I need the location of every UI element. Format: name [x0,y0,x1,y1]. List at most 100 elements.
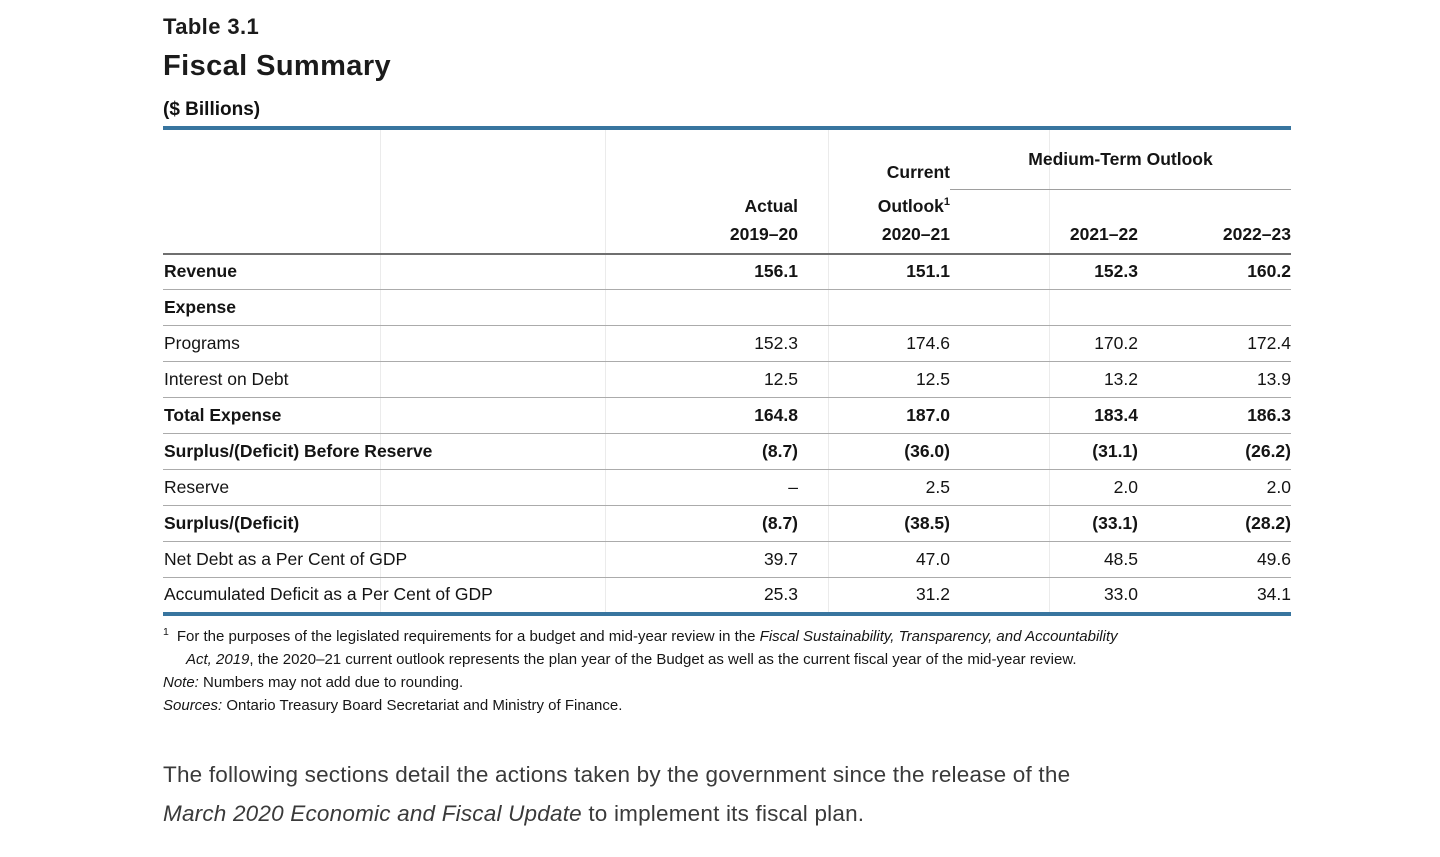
header-spacer [605,128,798,189]
header-actual: Actual [744,195,798,216]
column-guide [380,130,381,612]
cell-value: 47.0 [915,549,950,569]
cell-value: 152.3 [1094,261,1138,282]
table-row: Revenue 156.1 151.1 152.3 160.2 [163,254,1291,290]
cell-value: 164.8 [754,405,798,425]
cell-value: 39.7 [763,549,798,569]
table-row: Accumulated Deficit as a Per Cent of GDP… [163,578,1291,614]
header-spacer [1138,189,1291,217]
cell-value: 31.2 [915,584,950,605]
row-label: Surplus/(Deficit) Before Reserve [164,441,433,461]
footnote-1-line-1: For the purposes of the legislated requi… [177,628,1118,645]
row-label: Total Expense [164,405,282,425]
footnote-ref-superscript: 1 [943,195,950,208]
header-medium-term-outlook: Medium-Term Outlook [950,128,1291,190]
cell-value: (38.5) [904,513,950,533]
cell-value: 172.4 [1247,333,1291,353]
cell-value [798,290,950,326]
footnote-1: 1 For the purposes of the legislated requ… [163,621,1208,648]
table-row: Reserve – 2.5 2.0 2.0 [163,470,1291,506]
cell-value: 187.0 [906,405,950,425]
cell-value: 49.6 [1256,549,1291,569]
table-row: Expense [163,290,1291,326]
italic-text-segment: Sources: [163,697,223,714]
row-label: Accumulated Deficit as a Per Cent of GDP [164,584,493,605]
cell-value: – [788,477,798,497]
header-year: 2021–22 [1069,224,1138,244]
italic-text-segment: Note: [163,674,199,691]
cell-value: 186.3 [1247,405,1291,425]
header-row-group-labels: Current Medium-Term Outlook [163,128,1291,190]
header-year: 2022–23 [1222,224,1291,244]
cell-value: 152.3 [754,333,798,353]
table-number-label: Table 3.1 [163,14,260,39]
text-segment: The following sections detail the action… [163,762,1071,787]
row-label: Programs [164,333,240,353]
header-current-line2: Outlook1 [877,195,950,216]
units-label: ($ Billions) [163,99,261,120]
header-row-sub-labels: Actual Outlook1 [163,189,1291,217]
cell-value: 156.1 [754,261,798,282]
table-row: Total Expense 164.8 187.0 183.4 186.3 [163,398,1291,434]
body-paragraph-line-1: The following sections detail the action… [163,755,1223,794]
row-label: Interest on Debt [164,369,289,389]
cell-value: (8.7) [762,441,798,461]
table-footnotes: 1 For the purposes of the legislated requ… [163,621,1208,717]
text-segment: to implement its fiscal plan. [581,801,865,826]
cell-value: 12.5 [763,369,798,389]
footnote-marker: 1 [163,626,169,638]
header-row-years: 2019–20 2020–21 2021–22 2022–23 [163,217,1291,254]
header-year: 2019–20 [729,224,798,244]
header-spacer [950,189,1138,217]
body-paragraph: The following sections detail the action… [163,755,1223,833]
italic-text-segment: Act, 2019 [186,651,250,668]
italic-text-segment: March 2020 Economic and Fiscal Update [163,801,582,826]
row-label: Revenue [164,261,237,282]
cell-value: (36.0) [904,441,950,461]
column-guide [828,130,829,612]
cell-value: 151.1 [906,261,950,282]
row-label: Expense [164,297,236,317]
table-row: Interest on Debt 12.5 12.5 13.2 13.9 [163,362,1291,398]
cell-value: 170.2 [1094,333,1138,353]
cell-value: (28.2) [1245,513,1291,533]
cell-value: 48.5 [1103,549,1138,569]
cell-value: 25.3 [763,584,798,605]
table-row: Surplus/(Deficit) (8.7) (38.5) (33.1) (28.2) [163,506,1291,542]
cell-value: 33.0 [1103,584,1138,605]
footnote-note: Note: Numbers may not add due to roundin… [163,671,1208,694]
text-segment: For the purposes of the legislated requi… [176,628,760,645]
column-guide [605,130,606,612]
footnote-1-line-2: Act, 2019, the 2020–21 current outlook r… [163,648,1208,671]
header-spacer [163,217,605,254]
text-segment: , the 2020–21 current outlook represents… [249,651,1077,668]
table-row: Surplus/(Deficit) Before Reserve (8.7) (36… [163,434,1291,470]
header-spacer [163,189,605,217]
footnote-sources: Sources: Ontario Treasury Board Secretar… [163,694,1208,717]
cell-value: 2.0 [1113,477,1138,497]
cell-value [950,290,1138,326]
table-row: Programs 152.3 174.6 170.2 172.4 [163,326,1291,362]
page-title: Fiscal Summary [163,50,392,82]
cell-value: 2.5 [925,477,950,497]
text-segment: Numbers may not add due to rounding. [198,674,464,691]
header-current-line1: Current [886,162,950,182]
cell-value: 183.4 [1094,405,1138,425]
row-label: Reserve [164,477,230,497]
cell-value: 12.5 [915,369,950,389]
cell-value: 2.0 [1266,477,1291,497]
header-year: 2020–21 [881,224,950,244]
italic-text-segment: Fiscal Sustainability, Transparency, and… [759,628,1118,645]
fiscal-summary-table: Current Medium-Term Outlook Actual Outlo… [163,126,1291,616]
cell-value: 160.2 [1247,261,1291,282]
cell-value [605,290,798,326]
column-guide [1049,130,1050,612]
cell-value: (33.1) [1092,513,1138,533]
cell-value: (26.2) [1245,441,1291,461]
cell-value: 34.1 [1256,584,1291,605]
body-paragraph-line-2: March 2020 Economic and Fiscal Update to… [163,794,1223,833]
cell-value: 174.6 [906,333,950,353]
cell-value [1138,290,1291,326]
cell-value: 13.9 [1256,369,1291,389]
